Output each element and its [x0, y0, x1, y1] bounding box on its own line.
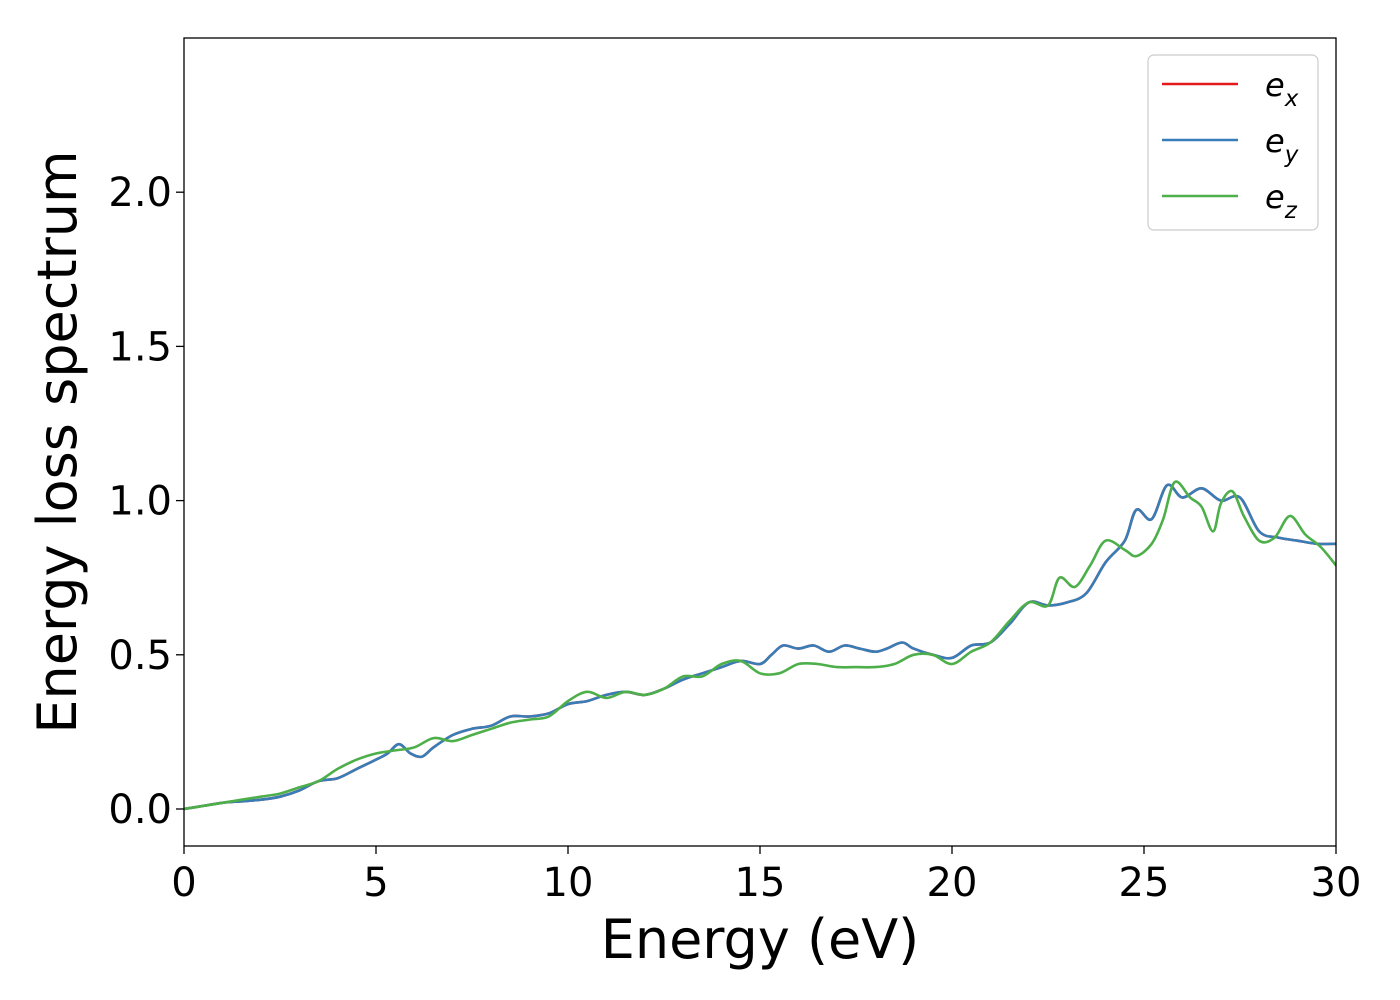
y-tick-label: 1.0: [108, 479, 172, 525]
y-axis-ticks: 0.0 0.5 1.0 1.5 2.0: [108, 170, 184, 833]
y-axis-title: Energy loss spectrum: [26, 150, 89, 733]
x-tick-label: 25: [1119, 860, 1170, 906]
y-tick-label: 2.0: [108, 170, 172, 216]
legend-label-subscript: z: [1284, 198, 1298, 224]
legend-label-x: ex: [1265, 66, 1299, 112]
series-line-z: [184, 480, 1336, 811]
x-axis-ticks: 0 5 10 15 20 25 30: [171, 846, 1361, 906]
legend-label-z: ez: [1265, 178, 1298, 224]
y-tick-label: 0.5: [108, 633, 172, 679]
x-tick-label: 5: [363, 860, 388, 906]
legend-label-base: e: [1265, 122, 1285, 160]
x-tick-label: 0: [171, 860, 196, 906]
series-lines: [184, 480, 1336, 811]
legend-label-base: e: [1265, 178, 1285, 216]
y-tick-label: 0.0: [108, 787, 172, 833]
legend-box: [1147, 54, 1319, 231]
y-tick-label: 1.5: [108, 324, 172, 370]
x-tick-label: 20: [927, 860, 978, 906]
x-tick-label: 10: [543, 860, 594, 906]
legend-label-y: ey: [1265, 122, 1299, 168]
x-axis-title: Energy (eV): [601, 908, 920, 971]
legend-label-subscript: y: [1284, 142, 1299, 168]
x-tick-label: 30: [1311, 860, 1362, 906]
x-tick-label: 15: [735, 860, 786, 906]
series-line-y: [184, 483, 1336, 811]
legend-label-base: e: [1265, 66, 1285, 104]
legend-label-subscript: x: [1284, 86, 1299, 112]
